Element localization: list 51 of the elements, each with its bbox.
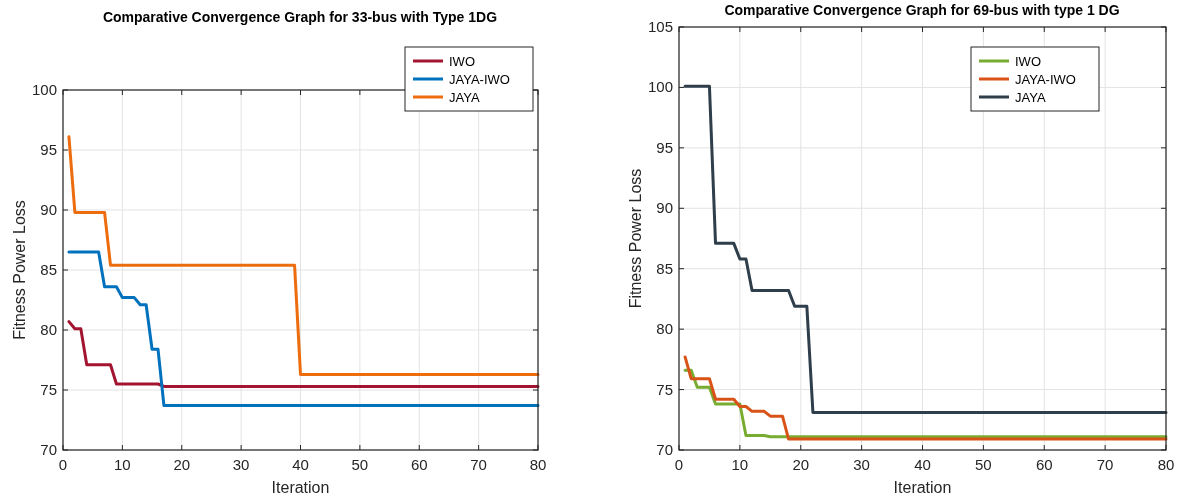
x-axis-title: Iteration (271, 479, 330, 496)
line-series (67, 250, 540, 408)
legend-label: JAYA (1015, 90, 1046, 105)
line-series (683, 368, 1168, 439)
y-tick-label: 90 (40, 201, 57, 218)
y-tick-label: 75 (656, 380, 673, 398)
line-series (67, 320, 540, 388)
legend-label: IWO (449, 54, 475, 69)
x-tick-label: 20 (792, 456, 810, 473)
x-tick-label: 0 (58, 456, 68, 473)
x-axis-title: Iteration (893, 479, 952, 496)
y-tick-label: 95 (656, 138, 673, 156)
x-tick-label: 50 (975, 456, 992, 473)
x-tick-label: 30 (232, 456, 250, 473)
y-tick-label: 100 (31, 81, 57, 98)
x-tick-label: 70 (1096, 456, 1114, 473)
x-tick-label: 40 (292, 456, 309, 473)
y-axis-title: Fitness Power Loss (11, 200, 28, 340)
x-tick-label: 20 (173, 456, 191, 473)
y-tick-label: 70 (40, 441, 57, 458)
x-tick-label: 10 (114, 456, 131, 473)
line-series (67, 135, 540, 376)
y-tick-label: 75 (40, 381, 57, 398)
y-tick-label: 85 (656, 259, 673, 277)
chart-title: Comparative Convergence Graph for 69-bus with type 1 DG (724, 2, 1120, 18)
y-tick-label: 100 (647, 78, 673, 96)
y-tick-label: 70 (656, 441, 673, 458)
x-tick-label: 80 (529, 456, 547, 473)
y-tick-label: 90 (656, 199, 673, 217)
y-axis-title: Fitness Power Loss (627, 168, 644, 309)
x-tick-label: 40 (914, 456, 931, 473)
y-tick-label: 95 (40, 141, 57, 158)
line-series (683, 355, 1168, 441)
x-tick-label: 30 (853, 456, 870, 473)
y-tick-label: 85 (40, 261, 57, 278)
x-tick-label: 70 (470, 456, 487, 473)
x-tick-label: 50 (351, 456, 369, 473)
x-tick-label: 60 (410, 456, 428, 473)
x-tick-label: 10 (731, 456, 749, 473)
legend-label: JAYA-IWO (449, 72, 510, 87)
line-series (683, 84, 1168, 415)
y-tick-label: 105 (647, 18, 673, 35)
x-tick-label: 60 (1035, 456, 1053, 473)
chart-title: Comparative Convergence Graph for 33-bus with Type 1DG (102, 9, 498, 25)
x-tick-label: 0 (674, 456, 684, 473)
legend-label: IWO (1015, 54, 1041, 69)
x-tick-label: 80 (1157, 456, 1175, 473)
legend-label: JAYA (449, 90, 480, 105)
legend-label: JAYA-IWO (1015, 72, 1076, 87)
y-tick-label: 80 (656, 320, 673, 338)
y-tick-label: 80 (40, 321, 57, 338)
